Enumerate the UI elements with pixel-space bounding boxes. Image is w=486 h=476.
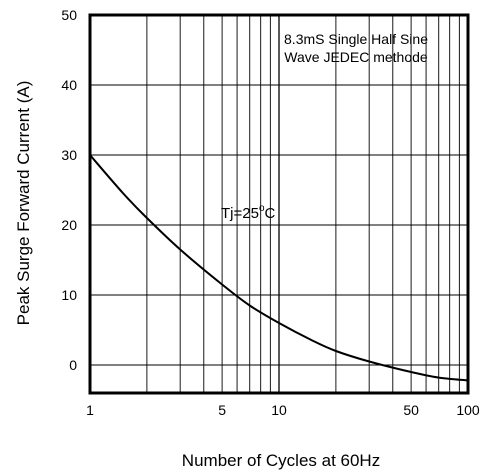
x-axis-label: Number of Cycles at 60Hz <box>182 451 380 470</box>
tick-labels: 1 5 10 50 100 0 10 20 30 40 50 <box>61 7 479 418</box>
y-axis-label: Peak Surge Forward Current (A) <box>14 81 33 326</box>
data-series <box>89 154 469 382</box>
test-condition-line-1: 8.3mS Single Half Sine <box>284 31 428 47</box>
x-tick-label: 5 <box>218 402 226 418</box>
y-tick-label: 40 <box>61 77 77 93</box>
axes <box>88 13 470 395</box>
x-tick-label: 50 <box>403 402 419 418</box>
junction-temp-unit: C <box>265 205 276 222</box>
grid-lines <box>90 14 468 393</box>
y-tick-label: 0 <box>69 357 77 373</box>
x-tick-label: 100 <box>456 402 480 418</box>
plot-frame <box>88 13 470 395</box>
surge-current-curve <box>89 154 469 382</box>
junction-temp-main: Tj=25 <box>221 205 259 222</box>
y-tick-label: 20 <box>61 217 77 233</box>
y-tick-label: 50 <box>61 7 77 23</box>
junction-temp-degree: o <box>259 203 265 214</box>
x-tick-label: 1 <box>86 402 94 418</box>
x-tick-label: 10 <box>271 402 287 418</box>
y-tick-label: 10 <box>61 287 77 303</box>
y-tick-label: 30 <box>61 147 77 163</box>
junction-temp-label: Tj=25oC <box>221 203 276 222</box>
test-condition-line-2: Wave JEDEC methode <box>284 49 428 65</box>
